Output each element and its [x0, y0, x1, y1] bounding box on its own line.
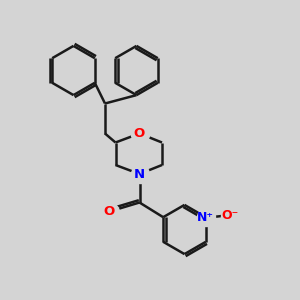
Text: N: N — [134, 167, 145, 181]
Text: O⁻: O⁻ — [221, 209, 238, 222]
Text: O: O — [104, 205, 115, 218]
Text: N⁺: N⁺ — [197, 211, 214, 224]
Text: O: O — [134, 127, 145, 140]
